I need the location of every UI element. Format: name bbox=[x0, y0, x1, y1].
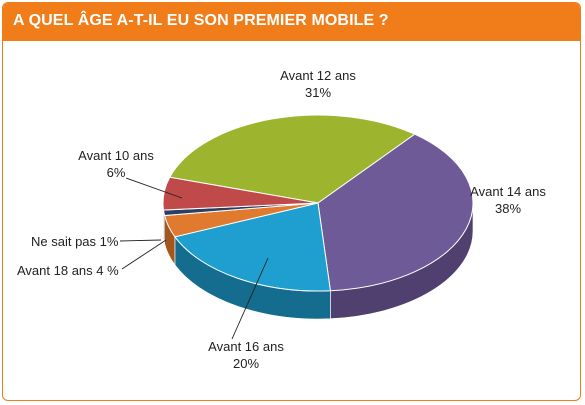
header-bar: A QUEL ÂGE A-T-IL EU SON PREMIER MOBILE … bbox=[3, 3, 580, 41]
slice-labels: Avant 12 ans 31% Avant 14 ans 38% Avant 16 a… bbox=[17, 68, 546, 371]
value-avant-14-ans: 38% bbox=[495, 201, 521, 216]
chart-title: A QUEL ÂGE A-T-IL EU SON PREMIER MOBILE … bbox=[13, 12, 389, 29]
label-ne-sait-pas: Ne sait pas 1% bbox=[31, 234, 119, 249]
chart-frame: A QUEL ÂGE A-T-IL EU SON PREMIER MOBILE … bbox=[2, 2, 581, 401]
leader-line-avant-16-ans bbox=[231, 257, 269, 340]
label-avant-14-ans: Avant 14 ans bbox=[470, 184, 546, 199]
pie-top-slices bbox=[162, 114, 474, 292]
leader-line-ne-sait-pas bbox=[119, 239, 162, 242]
slice-avant-12-ans bbox=[169, 114, 416, 204]
value-avant-10-ans: 6% bbox=[107, 165, 126, 180]
leader-line-avant-10-ans bbox=[125, 177, 183, 199]
slice-avant-14-ans bbox=[317, 133, 474, 292]
label-avant-10-ans: Avant 10 ans bbox=[78, 148, 154, 163]
label-avant-18-ans: Avant 18 ans 4 % bbox=[17, 263, 119, 278]
slice-avant-16-ans bbox=[174, 202, 332, 292]
slice-avant-10-ans bbox=[162, 176, 319, 211]
value-avant-12-ans: 31% bbox=[305, 85, 331, 100]
leader-lines bbox=[119, 177, 269, 340]
value-avant-16-ans: 20% bbox=[233, 356, 259, 371]
label-avant-16-ans: Avant 16 ans bbox=[208, 339, 284, 354]
pie-3d-sides bbox=[162, 202, 474, 320]
label-avant-12-ans: Avant 12 ans bbox=[280, 68, 356, 83]
leader-line-avant-18-ans bbox=[121, 239, 167, 270]
